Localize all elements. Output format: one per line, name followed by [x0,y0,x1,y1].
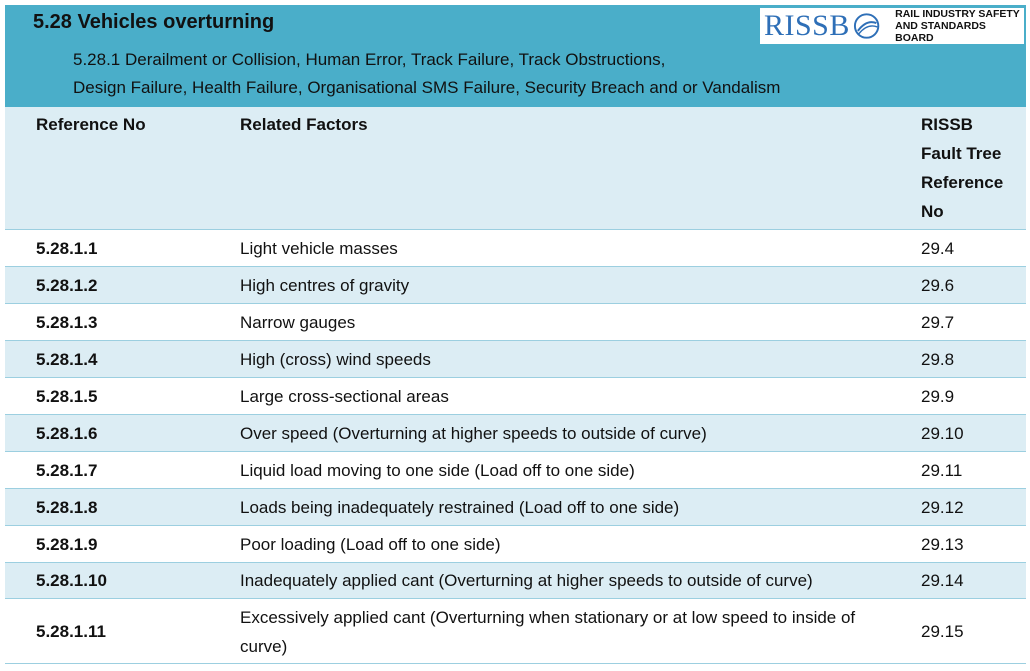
row-reference: 5.28.1.8 [36,498,98,517]
section-subtitle-line-1: 5.28.1 Derailment or Collision, Human Er… [73,50,666,69]
table-row: 5.28.1.6 Over speed (Overturning at high… [5,414,1026,452]
row-rissb-ref: 29.15 [921,622,964,641]
row-reference: 5.28.1.1 [36,239,98,258]
logo-organization-name: RAIL INDUSTRY SAFETY AND STANDARDS BOARD [895,8,1024,44]
row-reference: 5.28.1.3 [36,313,98,332]
row-rissb-ref: 29.12 [921,498,964,517]
logo-wordmark: RISSB [764,9,850,42]
table-row: 5.28.1.11 Excessively applied cant (Over… [5,598,1026,664]
row-rissb-ref: 29.8 [921,350,955,369]
logo-swoosh-icon [853,13,880,39]
table-header: Reference No Related Factors RISSB Fault… [5,107,1026,229]
row-factor: High centres of gravity [240,276,410,295]
column-header-reference-no: Reference No [36,115,146,134]
row-reference: 5.28.1.5 [36,387,98,406]
row-reference: 5.28.1.10 [36,571,107,590]
row-factor: Over speed (Overturning at higher speeds… [240,424,707,443]
row-rissb-ref: 29.10 [921,424,964,443]
section-title: 5.28 Vehicles overturning [33,11,275,33]
row-factor: Loads being inadequately restrained (Loa… [240,498,680,517]
row-reference: 5.28.1.7 [36,461,98,480]
rissb-logo: RISSB RAIL INDUSTRY SAFETY AND STANDARDS… [760,8,1024,44]
column-header-rissb-line-1: RISSB [921,115,973,134]
table-row: 5.28.1.3 Narrow gauges 29.7 [5,303,1026,341]
row-factor: Light vehicle masses [240,239,398,258]
row-rissb-ref: 29.14 [921,571,964,590]
table-row: 5.28.1.10 Inadequately applied cant (Ove… [5,562,1026,599]
column-header-related-factors: Related Factors [240,115,368,134]
row-reference: 5.28.1.4 [36,350,98,369]
row-factor: Excessively applied cant (Overturning wh… [240,608,856,656]
row-reference: 5.28.1.2 [36,276,98,295]
row-factor: Large cross-sectional areas [240,387,449,406]
row-reference: 5.28.1.9 [36,535,98,554]
row-rissb-ref: 29.11 [921,461,963,480]
column-header-rissb-reference: RISSB Fault Tree Reference No [921,110,1021,226]
row-factor: High (cross) wind speeds [240,350,431,369]
column-header-rissb-line-4: No [921,202,944,221]
row-reference: 5.28.1.6 [36,424,98,443]
table-row: 5.28.1.2 High centres of gravity 29.6 [5,266,1026,304]
table-row: 5.28.1.9 Poor loading (Load off to one s… [5,525,1026,563]
row-rissb-ref: 29.13 [921,535,964,554]
section-subtitle-line-2: Design Failure, Health Failure, Organisa… [73,78,781,97]
row-rissb-ref: 29.4 [921,239,955,258]
logo-line-1: RAIL INDUSTRY SAFETY [895,8,1020,20]
table-row: 5.28.1.8 Loads being inadequately restra… [5,488,1026,526]
table-row: 5.28.1.1 Light vehicle masses 29.4 [5,229,1026,267]
row-reference: 5.28.1.11 [36,622,106,641]
column-header-rissb-line-3: Reference [921,173,1004,192]
row-factor: Liquid load moving to one side (Load off… [240,461,635,480]
row-rissb-ref: 29.6 [921,276,955,295]
table-row: 5.28.1.7 Liquid load moving to one side … [5,451,1026,489]
row-rissb-ref: 29.9 [921,387,955,406]
row-factor: Poor loading (Load off to one side) [240,535,501,554]
column-header-rissb-line-2: Fault Tree [921,144,1002,163]
table-row: 5.28.1.5 Large cross-sectional areas 29.… [5,377,1026,415]
table-bottom-border [5,663,1026,664]
row-rissb-ref: 29.7 [921,313,955,332]
table-row: 5.28.1.4 High (cross) wind speeds 29.8 [5,340,1026,378]
row-factor: Narrow gauges [240,313,356,332]
logo-line-2: AND STANDARDS BOARD [895,20,986,44]
row-factor: Inadequately applied cant (Overturning a… [240,571,813,590]
